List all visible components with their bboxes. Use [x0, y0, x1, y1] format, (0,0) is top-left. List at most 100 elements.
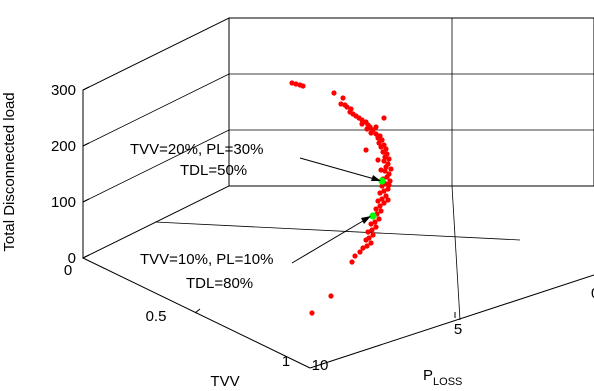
x-tick-label-0: 0 — [591, 285, 594, 302]
data-point-67 — [368, 240, 374, 246]
data-point-5 — [331, 90, 337, 96]
data-point-20 — [364, 126, 370, 132]
data-point-58 — [376, 216, 382, 222]
data-point-50 — [379, 196, 385, 202]
data-point-54 — [373, 206, 379, 212]
data-point-59 — [372, 219, 378, 225]
floor-edge-front-left — [82, 257, 311, 369]
z-tick-100 — [82, 198, 90, 203]
grid-z-100-left — [82, 129, 230, 203]
tick-labels: 0 100 200 300 0 0.5 1 10 5 0 — [51, 82, 594, 374]
data-point-7 — [338, 101, 344, 107]
z-tick-300 — [82, 86, 90, 91]
data-point-73 — [373, 124, 379, 130]
y-tick-label-0: 0 — [64, 262, 72, 279]
z-tick-label-200: 200 — [51, 138, 76, 155]
y-tick-label-05: 0.5 — [146, 308, 167, 325]
data-point-45 — [379, 183, 385, 189]
data-point-78 — [375, 157, 381, 163]
data-point-47 — [381, 188, 387, 194]
data-point-46 — [385, 186, 391, 192]
data-point-72 — [381, 115, 387, 121]
data-point-34 — [386, 156, 392, 162]
data-point-75 — [378, 167, 384, 173]
x-axis-label: PLOSS — [423, 367, 462, 388]
data-point-77 — [363, 147, 369, 153]
annotation-1-line2: TDL=50% — [180, 162, 247, 179]
y-tick-label-1: 1 — [282, 353, 290, 370]
annotation-2-line2: TDL=80% — [186, 275, 253, 292]
annotation-1-arrowhead — [371, 175, 381, 181]
z-tick-200 — [82, 142, 90, 147]
annotation-1: TVV=20%, PL=30% TDL=50% — [130, 141, 381, 181]
data-point-38 — [388, 166, 394, 172]
data-point-62 — [369, 227, 375, 233]
data-point-43 — [387, 178, 393, 184]
data-point-74 — [386, 182, 392, 188]
annotation-1-line1: TVV=20%, PL=30% — [130, 141, 263, 158]
z-tick-label-300: 300 — [51, 82, 76, 99]
x-axis-label-subscript: LOSS — [433, 376, 462, 388]
data-point-17 — [359, 121, 365, 127]
data-points — [289, 80, 394, 316]
data-point-76 — [385, 197, 391, 203]
z-tick-label-0: 0 — [68, 250, 76, 267]
data-point-69 — [360, 245, 366, 251]
data-point-70 — [357, 249, 363, 255]
grid-x-5-floor — [451, 185, 461, 321]
annotation-2-arrow — [291, 217, 369, 264]
z-tick-0 — [82, 254, 90, 259]
data-point-23 — [373, 131, 379, 137]
data-point-53 — [377, 203, 383, 209]
tick-marks — [82, 86, 456, 318]
floor-edge-front-right — [309, 274, 594, 369]
data-point-2 — [293, 81, 299, 87]
data-point-33 — [382, 154, 388, 160]
data-point-9 — [344, 104, 350, 110]
annotation-2: TVV=10%, PL=10% TDL=80% — [140, 216, 371, 292]
data-point-68 — [364, 243, 370, 249]
grid-z-200-left — [82, 73, 230, 147]
z-axis-label: Total Disconnected load — [1, 92, 18, 251]
back-pane-right — [228, 17, 594, 187]
y-axis-label: TVV — [210, 373, 239, 390]
annotation-1-arrow — [299, 157, 379, 181]
data-point-31 — [380, 149, 386, 155]
x-tick-label-10: 10 — [312, 357, 329, 374]
data-point-61 — [373, 224, 379, 230]
data-point-37 — [383, 164, 389, 170]
z-tick-label-100: 100 — [51, 194, 76, 211]
data-point-15 — [359, 117, 365, 123]
data-point-80 — [328, 293, 334, 299]
data-point-79 — [349, 259, 355, 265]
data-point-4 — [300, 83, 306, 89]
annotation-2-line1: TVV=10%, PL=10% — [140, 251, 273, 268]
grid — [82, 18, 594, 321]
data-point-27 — [376, 140, 382, 146]
data-point-81 — [309, 310, 315, 316]
data-point-63 — [365, 229, 371, 235]
data-point-39 — [382, 168, 388, 174]
data-point-1 — [289, 80, 295, 86]
highlighted-point-1 — [378, 177, 386, 185]
data-point-22 — [368, 130, 374, 136]
data-point-51 — [375, 198, 381, 204]
data-point-25 — [375, 135, 381, 141]
data-point-66 — [363, 237, 369, 243]
x-tick-label-5: 5 — [454, 321, 462, 338]
annotation-2-arrowhead — [361, 216, 371, 224]
highlighted-point-2 — [369, 212, 377, 220]
data-point-41 — [384, 174, 390, 180]
data-point-60 — [368, 221, 374, 227]
data-point-52 — [381, 200, 387, 206]
y-tick-05 — [194, 308, 201, 314]
data-point-71 — [352, 253, 358, 259]
data-point-29 — [378, 144, 384, 150]
data-point-49 — [383, 193, 389, 199]
data-point-48 — [377, 190, 383, 196]
data-point-64 — [370, 232, 376, 238]
x-axis-label-main: P — [423, 367, 433, 384]
data-point-55 — [378, 208, 384, 214]
data-point-35 — [381, 158, 387, 164]
